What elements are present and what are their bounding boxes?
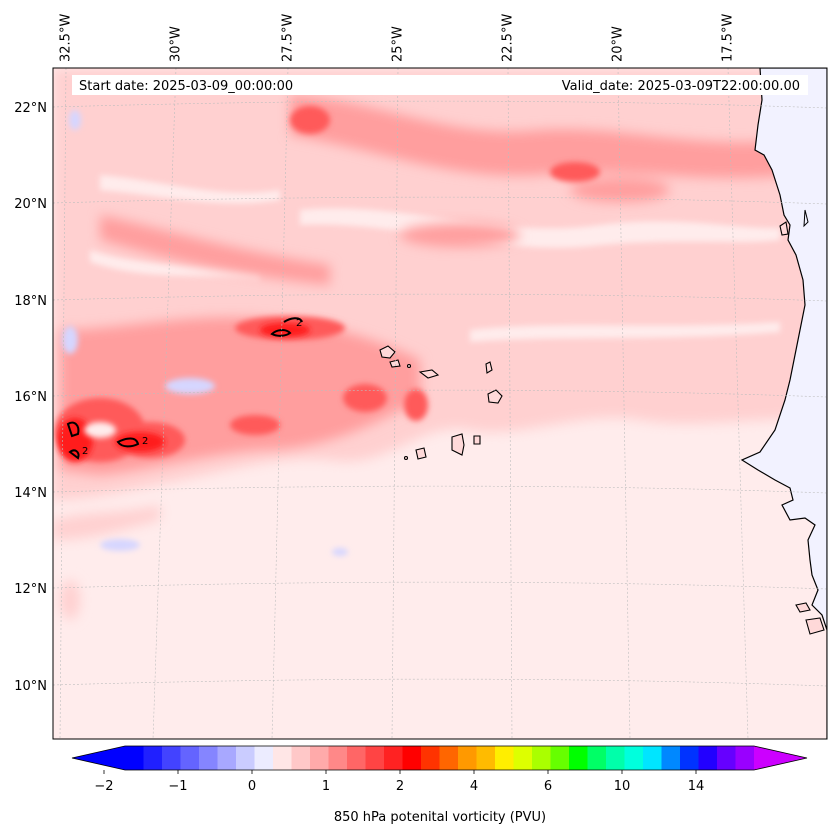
colorbar-segment: [384, 746, 403, 770]
islands: [379, 221, 825, 635]
contour-label: 2: [296, 318, 302, 329]
inland-water: [803, 209, 809, 228]
latitude-label: 14°N: [14, 486, 47, 501]
colorbar-segment: [587, 746, 607, 770]
colorbar-segment: [735, 746, 755, 770]
longitude-label: 20°W: [611, 26, 626, 62]
colorbar-segment: [125, 746, 144, 770]
africa-land: [740, 68, 827, 739]
colorbar-segment: [698, 746, 718, 770]
colorbar-segment: [365, 746, 385, 770]
longitude-label: 30°W: [169, 26, 184, 62]
colorbar-segment: [495, 746, 514, 770]
colorbar-tick-label: 14: [688, 779, 705, 794]
colorbar-segment: [717, 746, 736, 770]
colorbar-segment: [643, 746, 662, 770]
longitude-labels: 32.5°W 30°W 27.5°W 25°W 22.5°W 20°W 17.5°W: [59, 14, 736, 62]
colorbar-tick-label: −2: [94, 779, 113, 794]
colorbar-segment: [513, 746, 533, 770]
latitude-labels: 22°N 20°N 18°N 16°N 14°N 12°N 10°N: [14, 101, 47, 694]
colorbar-segment: [569, 746, 588, 770]
colorbar-segment: [661, 746, 681, 770]
colorbar-segment: [236, 746, 255, 770]
colorbar-segment: [624, 746, 644, 770]
colorbar-segment: [550, 746, 570, 770]
colorbar-segment: [273, 746, 292, 770]
longitude-label: 32.5°W: [59, 14, 74, 62]
longitude-label: 22.5°W: [501, 14, 516, 62]
pv-2-contours: [66, 317, 303, 460]
info-box: [72, 75, 808, 95]
colorbar-extend-high: [754, 746, 807, 770]
colorbar-tick-label: 1: [322, 779, 330, 794]
colorbar-segment: [606, 746, 625, 770]
colorbar-segment: [458, 746, 477, 770]
contour-labels: 2 2 2: [82, 318, 302, 457]
colorbar-segment: [162, 746, 181, 770]
pv-negative-region: [62, 110, 348, 556]
pv-field: 2 2 2 Start date: 2025-03-09_00:00:00 Va…: [53, 68, 827, 739]
colorbar-segment: [310, 746, 329, 770]
colorbar-segment: [328, 746, 348, 770]
colorbar-ticks: −2 −1 0 1 2 4 6 10 14: [94, 770, 704, 794]
latitude-label: 16°N: [14, 390, 47, 405]
contour-label: 2: [82, 446, 88, 457]
latitude-label: 12°N: [14, 582, 47, 597]
latitude-label: 10°N: [14, 679, 47, 694]
colorbar-segment: [680, 746, 699, 770]
colorbar-tick-label: −1: [168, 779, 187, 794]
colorbar-tick-label: 0: [248, 779, 256, 794]
colorbar-segment: [199, 746, 218, 770]
colorbar-tick-label: 2: [396, 779, 404, 794]
colorbar-outline: [71, 745, 808, 771]
pv-pale-streaks: [90, 175, 780, 342]
contour-label: 2: [142, 436, 148, 447]
colorbar-segment: [291, 746, 311, 770]
colorbar-segment: [347, 746, 366, 770]
longitude-label: 17.5°W: [721, 14, 736, 62]
valid-date-text: Valid_date: 2025-03-09T22:00:00.00: [562, 79, 800, 94]
latitude-label: 22°N: [14, 101, 47, 116]
colorbar-segment: [532, 746, 551, 770]
colorbar-segment: [143, 746, 163, 770]
colorbar-tick-label: 4: [470, 779, 478, 794]
colorbar-segment: [217, 746, 237, 770]
colorbar-extend-low: [72, 746, 125, 770]
colorbar: [71, 745, 808, 771]
latitude-label: 20°N: [14, 197, 47, 212]
colorbar-segment: [254, 746, 274, 770]
colorbar-segment: [180, 746, 200, 770]
colorbar-tick-label: 10: [614, 779, 631, 794]
latitude-label: 18°N: [14, 294, 47, 309]
graticule: [53, 68, 827, 739]
longitude-label: 27.5°W: [281, 14, 296, 62]
longitude-label: 25°W: [391, 26, 406, 62]
pv-mid-region: [60, 95, 790, 475]
colorbar-label: 850 hPa potenital vorticity (PVU): [334, 810, 546, 825]
colorbar-segment: [439, 746, 459, 770]
colorbar-segment: [476, 746, 496, 770]
start-date-text: Start date: 2025-03-09_00:00:00: [79, 79, 293, 94]
colorbar-segment: [402, 746, 422, 770]
colorbar-segment: [421, 746, 440, 770]
colorbar-tick-label: 6: [544, 779, 552, 794]
map-frame: [52, 67, 828, 740]
